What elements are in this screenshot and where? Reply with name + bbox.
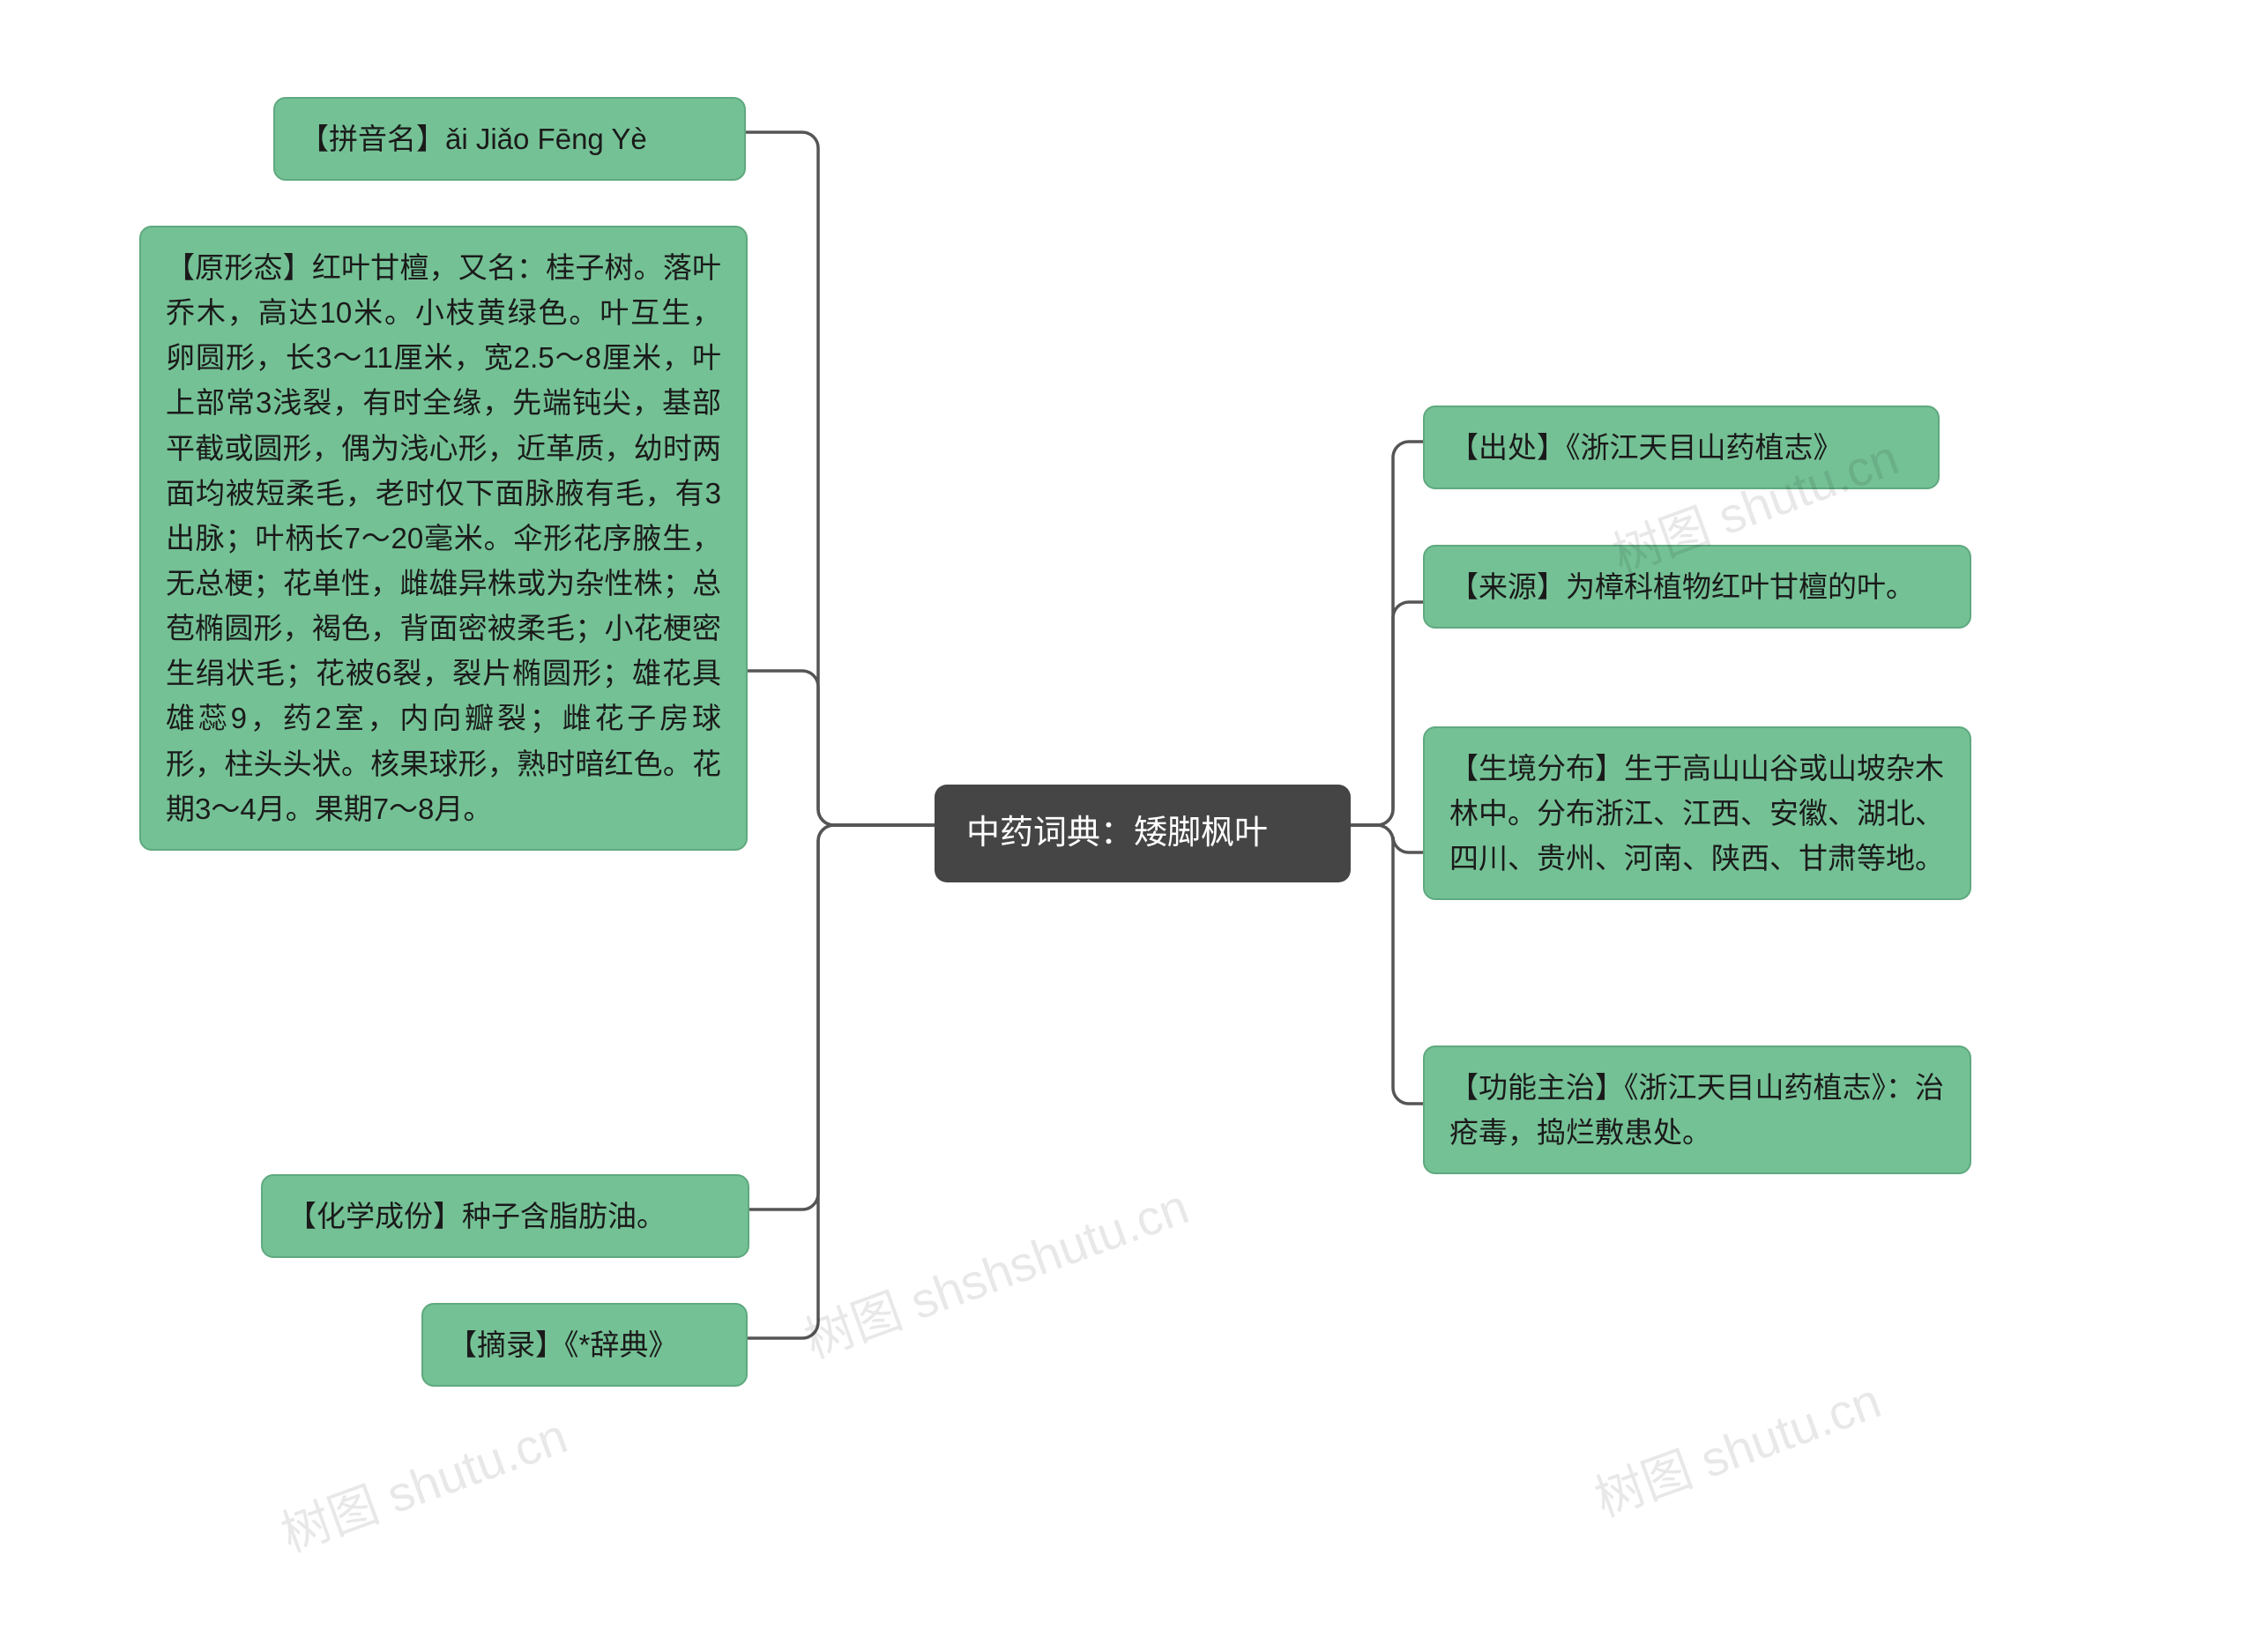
leaf-text: 【出处】《浙江天目山药植志》 xyxy=(1449,431,1843,464)
leaf-text: 【化学成份】种子含脂肪油。 xyxy=(287,1200,666,1232)
leaf-text: 【原形态】红叶甘檀，又名：桂子树。落叶乔木，高达10米。小枝黄绿色。叶互生，卵圆… xyxy=(166,251,721,825)
watermark-text: 树图 shshshutu.cn xyxy=(793,1167,1197,1373)
leaf-text: 【来源】为樟科植物红叶甘檀的叶。 xyxy=(1449,570,1915,603)
watermark-text: 树图 shutu.cn xyxy=(1583,1361,1889,1530)
leaf-indication[interactable]: 【功能主治】《浙江天目山药植志》：治疮毒，捣烂敷患处。 xyxy=(1423,1046,1971,1174)
leaf-pinyin[interactable]: 【拼音名】ǎi Jiǎo Fēnɡ Yè xyxy=(273,97,746,181)
leaf-chem[interactable]: 【化学成份】种子含脂肪油。 xyxy=(261,1174,749,1258)
watermark-text: 树图 shutu.cn xyxy=(270,1396,576,1566)
leaf-form[interactable]: 【原形态】红叶甘檀，又名：桂子树。落叶乔木，高达10米。小枝黄绿色。叶互生，卵圆… xyxy=(139,226,748,851)
leaf-text: 【摘录】《*辞典》 xyxy=(448,1328,677,1361)
leaf-origin[interactable]: 【来源】为樟科植物红叶甘檀的叶。 xyxy=(1423,545,1971,629)
leaf-text: 【拼音名】ǎi Jiǎo Fēnɡ Yè xyxy=(300,123,647,155)
leaf-excerpt[interactable]: 【摘录】《*辞典》 xyxy=(421,1303,748,1387)
mindmap-canvas: { "layout": { "canvas": { "width": 2560,… xyxy=(0,0,2257,1652)
center-node[interactable]: 中药词典：矮脚枫叶 xyxy=(935,785,1351,882)
leaf-text: 【生境分布】生于高山山谷或山坡杂木林中。分布浙江、江西、安徽、湖北、四川、贵州、… xyxy=(1449,752,1944,874)
center-label: 中药词典：矮脚枫叶 xyxy=(966,815,1268,852)
leaf-habitat[interactable]: 【生境分布】生于高山山谷或山坡杂木林中。分布浙江、江西、安徽、湖北、四川、贵州、… xyxy=(1423,726,1971,900)
leaf-text: 【功能主治】《浙江天目山药植志》：治疮毒，捣烂敷患处。 xyxy=(1449,1071,1944,1149)
leaf-source[interactable]: 【出处】《浙江天目山药植志》 xyxy=(1423,406,1940,489)
